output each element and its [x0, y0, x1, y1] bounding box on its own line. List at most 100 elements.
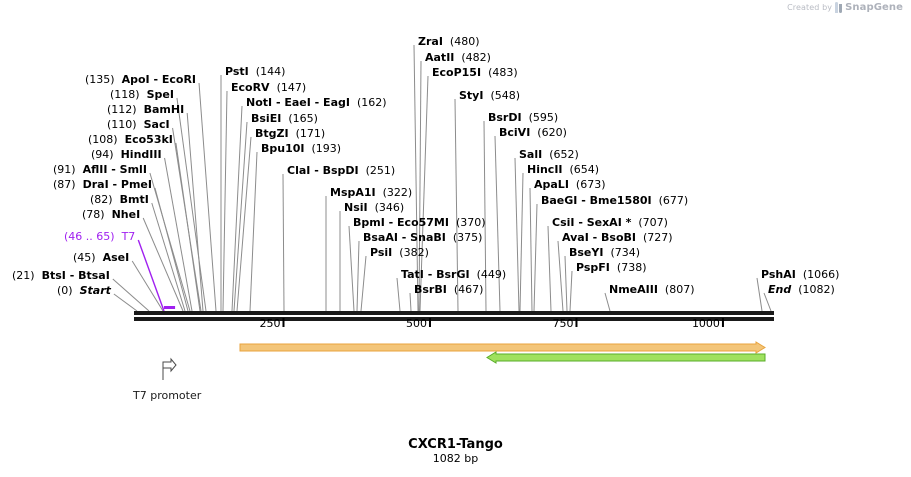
restriction-site-label: StyI (548): [459, 90, 520, 101]
enzyme-name: Start: [79, 284, 111, 297]
site-position: (135): [85, 73, 115, 86]
restriction-site-label: AatII (482): [425, 52, 491, 63]
site-position: (595): [528, 111, 559, 124]
promoter-feature-bar: [163, 306, 176, 309]
enzyme-name: BaeGI - Bme1580I: [541, 194, 652, 207]
ruler-tick: [282, 318, 285, 327]
site-position: (165): [288, 112, 318, 125]
restriction-site-label: (110) SacI: [107, 119, 170, 130]
site-position: (738): [616, 261, 647, 274]
enzyme-name: AseI: [102, 251, 130, 264]
enzyme-name: PsiI: [370, 246, 393, 259]
site-position: (652): [549, 148, 579, 161]
site-position: (21): [12, 269, 35, 282]
restriction-site-label: (46 .. 65) T7: [64, 231, 135, 242]
orf-arrows-group: [239, 341, 766, 364]
enzyme-name: HincII: [527, 163, 563, 176]
site-position: (673): [575, 178, 606, 191]
restriction-site-label: BsaAI - SnaBI (375): [363, 232, 482, 243]
leader-line: [494, 135, 501, 312]
restriction-site-label: CsiI - SexAI * (707): [552, 217, 668, 228]
site-position: (322): [382, 186, 413, 199]
orf-arrow: [239, 341, 766, 354]
leader-line: [282, 173, 285, 312]
restriction-site-label: (108) Eco53kI: [88, 134, 173, 145]
enzyme-name: BsrBI: [414, 283, 447, 296]
restriction-site-label: EcoP15I (483): [432, 67, 518, 78]
enzyme-name: StyI: [459, 89, 484, 102]
site-position: (382): [399, 246, 429, 259]
leader-line: [164, 157, 193, 312]
ruler-tick: [721, 318, 724, 327]
restriction-site-label: (135) ApoI - EcoRI: [85, 74, 196, 85]
leader-line: [198, 82, 217, 312]
ruler-tick: [575, 318, 578, 327]
restriction-site-label: BsrBI (467): [414, 284, 483, 295]
orange-orf-forward: [239, 341, 766, 354]
restriction-site-label: (82) BmtI: [90, 194, 149, 205]
site-position: (620): [537, 126, 567, 139]
restriction-site-label: (118) SpeI: [110, 89, 174, 100]
leader-line: [419, 75, 429, 312]
site-position: (483): [488, 66, 518, 79]
backbone-top-strand: [134, 311, 774, 315]
snapgene-watermark: Created by SnapGene: [787, 2, 903, 13]
sequence-length: 1082 bp: [432, 452, 479, 465]
restriction-site-label: (21) BtsI - BtsaI: [12, 270, 110, 281]
leader-line: [409, 292, 412, 312]
enzyme-name: ClaI - BspDI: [287, 164, 359, 177]
enzyme-name: BtgZI: [255, 127, 289, 140]
leader-line: [604, 292, 611, 312]
restriction-site-label: NmeAIII (807): [609, 284, 695, 295]
site-position: (162): [356, 96, 387, 109]
site-position: (87): [53, 178, 76, 191]
enzyme-name: BpmI - Eco57MI: [353, 216, 449, 229]
map-title-block: CXCR1-Tango 1082 bp: [0, 437, 911, 465]
leader-line: [569, 270, 573, 312]
ruler-tick: [428, 318, 431, 327]
site-position: (144): [255, 65, 286, 78]
enzyme-name: Bpu10I: [261, 142, 305, 155]
leader-line: [112, 278, 150, 312]
site-position: (482): [461, 51, 491, 64]
leader-line: [222, 90, 228, 312]
site-position: (110): [107, 118, 137, 131]
restriction-site-label: Bpu10I (193): [261, 143, 341, 154]
site-position: (346): [374, 201, 405, 214]
site-position: (548): [490, 89, 521, 102]
restriction-site-label: MspA1I (322): [330, 187, 412, 198]
site-position: (1082): [798, 283, 835, 296]
site-position: (0): [57, 284, 73, 297]
site-position: (45): [73, 251, 96, 264]
enzyme-name: ApoI - EcoRI: [121, 73, 197, 86]
enzyme-name: BtsI - BtsaI: [41, 269, 110, 282]
enzyme-name: AflII - SmlI: [82, 163, 147, 176]
site-position: (677): [658, 194, 689, 207]
leader-line: [529, 187, 533, 312]
enzyme-name: DraI - PmeI: [82, 178, 152, 191]
backbone-bottom-strand: [134, 317, 774, 321]
site-position: (91): [53, 163, 76, 176]
enzyme-name: CsiI - SexAI *: [552, 216, 632, 229]
leader-line: [176, 97, 207, 312]
restriction-site-label: BsrDI (595): [488, 112, 558, 123]
leader-line: [483, 120, 487, 312]
promoter-label: T7 promoter: [133, 389, 202, 402]
site-position: (193): [311, 142, 342, 155]
site-position: (94): [91, 148, 114, 161]
leader-line: [356, 240, 360, 312]
restriction-site-label: (45) AseI: [73, 252, 129, 263]
enzyme-name: NmeAIII: [609, 283, 658, 296]
enzyme-name: AvaI - BsoBI: [562, 231, 636, 244]
enzyme-name: BsrDI: [488, 111, 522, 124]
leader-line: [113, 293, 138, 312]
enzyme-name: AatII: [425, 51, 455, 64]
restriction-site-label: SalI (652): [519, 149, 579, 160]
ruler-tick-label: 500: [405, 317, 427, 330]
site-position: (480): [449, 35, 480, 48]
leader-line: [137, 239, 165, 312]
ruler-tick-label: 1000: [691, 317, 720, 330]
site-position: (78): [82, 208, 105, 221]
leader-line: [514, 157, 520, 312]
restriction-site-label: (112) BamHI: [107, 104, 184, 115]
